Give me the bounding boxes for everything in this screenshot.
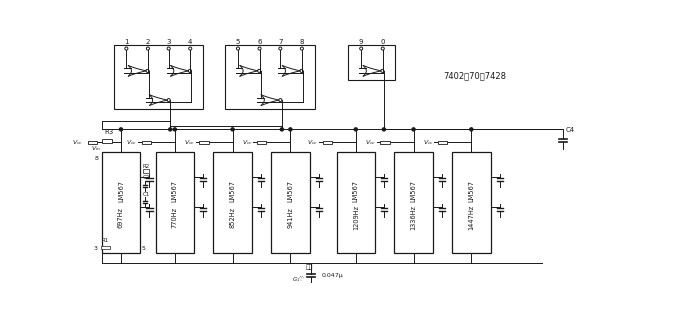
- Text: 941Hz: 941Hz: [287, 207, 294, 228]
- Text: $V_{in}$: $V_{in}$: [91, 144, 101, 153]
- Text: 5: 5: [236, 39, 240, 46]
- Bar: [394, 152, 433, 253]
- Circle shape: [174, 128, 176, 131]
- Bar: [271, 152, 309, 253]
- Bar: [257, 141, 267, 144]
- Text: 1447Hz: 1447Hz: [469, 205, 474, 230]
- Bar: [322, 141, 332, 144]
- Circle shape: [280, 128, 283, 131]
- Circle shape: [169, 128, 172, 131]
- Text: 输入: 输入: [306, 265, 313, 270]
- Text: $V_{cc}$: $V_{cc}$: [72, 138, 83, 147]
- Bar: [214, 152, 252, 253]
- Text: C1: C1: [143, 192, 150, 197]
- Text: C4: C4: [565, 127, 575, 133]
- Circle shape: [470, 128, 473, 131]
- Text: 7: 7: [278, 39, 282, 46]
- Text: $V_{cc}$: $V_{cc}$: [307, 138, 318, 147]
- Text: 5: 5: [142, 246, 145, 251]
- Text: 0.047μ: 0.047μ: [322, 273, 344, 278]
- Bar: [102, 139, 112, 143]
- Text: $G_1$♡: $G_1$♡: [291, 274, 305, 284]
- Text: $V_{cc}$: $V_{cc}$: [422, 138, 433, 147]
- Circle shape: [412, 128, 415, 131]
- Text: 7402或70攨7428: 7402或70攨7428: [444, 71, 506, 80]
- Text: R1: R1: [102, 238, 109, 243]
- Circle shape: [289, 128, 292, 131]
- Text: LM567: LM567: [469, 179, 474, 202]
- Text: 6: 6: [257, 39, 262, 46]
- Text: 4: 4: [188, 39, 192, 46]
- Circle shape: [354, 128, 358, 131]
- Text: LM567: LM567: [172, 179, 178, 202]
- Text: LM567: LM567: [411, 179, 417, 202]
- Bar: [349, 46, 395, 80]
- Circle shape: [119, 128, 123, 131]
- Text: R2: R2: [143, 164, 150, 169]
- Bar: [143, 169, 150, 172]
- Text: $V_{cc}$: $V_{cc}$: [184, 138, 195, 147]
- Bar: [200, 141, 209, 144]
- Bar: [102, 152, 140, 253]
- Text: 770Hz: 770Hz: [172, 207, 178, 228]
- Circle shape: [382, 128, 385, 131]
- Text: $V_{cc}$: $V_{cc}$: [364, 138, 376, 147]
- Bar: [88, 141, 97, 144]
- Text: 2: 2: [145, 39, 150, 46]
- Circle shape: [231, 128, 234, 131]
- Text: $V_{cc}$: $V_{cc}$: [126, 138, 137, 147]
- Text: 9: 9: [359, 39, 364, 46]
- Bar: [101, 246, 110, 249]
- Text: LM567: LM567: [229, 179, 236, 202]
- Text: $V_{cc}$: $V_{cc}$: [242, 138, 253, 147]
- Text: 852Hz: 852Hz: [229, 207, 236, 228]
- Text: 3: 3: [94, 246, 98, 251]
- Text: 1209Hz: 1209Hz: [353, 205, 359, 230]
- Bar: [336, 152, 375, 253]
- Text: R3: R3: [105, 129, 114, 135]
- Text: LM567: LM567: [118, 179, 124, 202]
- Bar: [142, 141, 151, 144]
- Text: 0: 0: [380, 39, 385, 46]
- Bar: [156, 152, 194, 253]
- Text: LM567: LM567: [353, 179, 359, 202]
- Text: 8: 8: [95, 156, 99, 161]
- Text: 3: 3: [167, 39, 171, 46]
- Bar: [114, 46, 203, 109]
- Text: C2: C2: [143, 175, 150, 180]
- Bar: [380, 141, 390, 144]
- Text: LM567: LM567: [287, 179, 294, 202]
- Text: 1: 1: [124, 39, 129, 46]
- Text: 1336Hz: 1336Hz: [411, 205, 417, 230]
- Text: 8: 8: [300, 39, 304, 46]
- Bar: [452, 152, 491, 253]
- Bar: [438, 141, 447, 144]
- Bar: [225, 46, 315, 109]
- Text: 697Hz: 697Hz: [118, 207, 124, 228]
